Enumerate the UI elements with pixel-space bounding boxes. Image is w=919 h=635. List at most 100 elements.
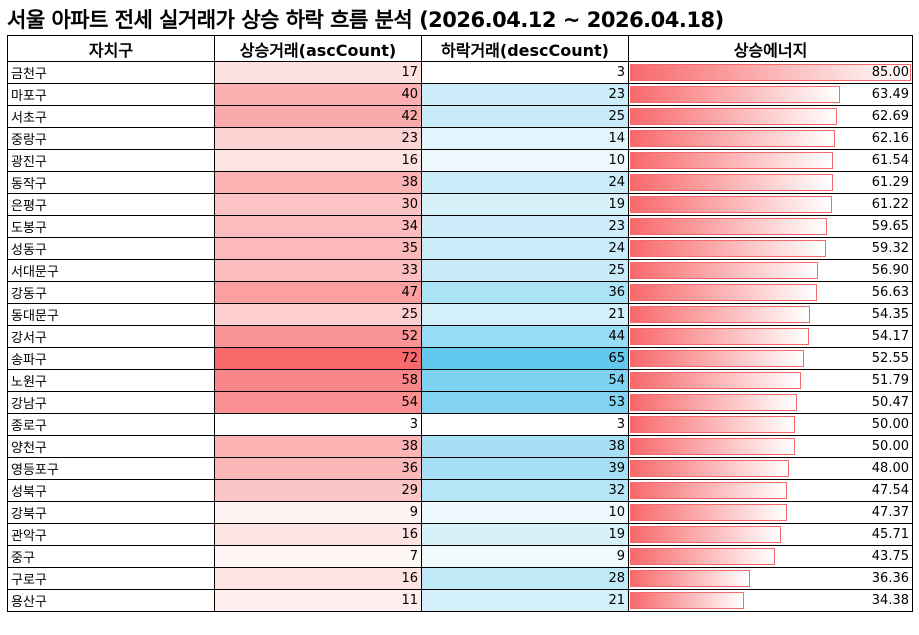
table-row: 동작구 38 24 61.29 bbox=[7, 171, 913, 194]
table-row: 광진구 16 10 61.54 bbox=[7, 149, 913, 172]
column-header: 자치구 bbox=[7, 35, 215, 62]
data-bar bbox=[630, 306, 810, 323]
data-bar bbox=[630, 416, 796, 433]
energy-label: 62.69 bbox=[871, 109, 909, 124]
desc-count-cell: 10 bbox=[421, 501, 629, 524]
energy-label: 85.00 bbox=[871, 65, 909, 80]
energy-label: 54.17 bbox=[871, 329, 909, 344]
district-cell: 서대문구 bbox=[7, 259, 215, 282]
table-row: 중구 7 9 43.75 bbox=[7, 545, 913, 568]
desc-count-cell: 65 bbox=[421, 347, 629, 370]
energy-cell: 59.32 bbox=[628, 237, 913, 260]
desc-count-cell: 9 bbox=[421, 545, 629, 568]
data-bar bbox=[630, 174, 833, 191]
asc-count-cell: 11 bbox=[214, 589, 422, 612]
asc-count-cell: 33 bbox=[214, 259, 422, 282]
district-cell: 서초구 bbox=[7, 105, 215, 128]
table: 자치구 상승거래(ascCount) 하락거래(descCount) 상승에너지 금천… bbox=[7, 35, 913, 612]
data-bar bbox=[630, 86, 840, 103]
energy-cell: 56.90 bbox=[628, 259, 913, 282]
title: 서울 아파트 전세 실거래가 상승 하락 흐름 분석 (2026.04.12 ~… bbox=[7, 8, 724, 32]
asc-count-cell: 42 bbox=[214, 105, 422, 128]
table-row: 동대문구 25 21 54.35 bbox=[7, 303, 913, 326]
table-row: 서초구 42 25 62.69 bbox=[7, 105, 913, 128]
asc-count-cell: 16 bbox=[214, 523, 422, 546]
desc-count-cell: 32 bbox=[421, 479, 629, 502]
desc-count-cell: 39 bbox=[421, 457, 629, 480]
energy-cell: 54.17 bbox=[628, 325, 913, 348]
asc-count-cell: 35 bbox=[214, 237, 422, 260]
energy-label: 62.16 bbox=[871, 131, 909, 146]
energy-label: 43.75 bbox=[871, 549, 909, 564]
desc-count-cell: 44 bbox=[421, 325, 629, 348]
district-cell: 광진구 bbox=[7, 149, 215, 172]
asc-count-cell: 36 bbox=[214, 457, 422, 480]
asc-count-cell: 17 bbox=[214, 61, 422, 84]
desc-count-cell: 53 bbox=[421, 391, 629, 414]
table-row: 성북구 29 32 47.54 bbox=[7, 479, 913, 502]
desc-count-cell: 25 bbox=[421, 105, 629, 128]
energy-label: 61.22 bbox=[871, 197, 909, 212]
data-bar bbox=[630, 526, 782, 543]
district-cell: 성동구 bbox=[7, 237, 215, 260]
district-cell: 종로구 bbox=[7, 413, 215, 436]
asc-count-cell: 38 bbox=[214, 171, 422, 194]
district-cell: 강동구 bbox=[7, 281, 215, 304]
desc-count-cell: 19 bbox=[421, 523, 629, 546]
desc-count-cell: 36 bbox=[421, 281, 629, 304]
asc-count-cell: 3 bbox=[214, 413, 422, 436]
energy-label: 51.79 bbox=[871, 373, 909, 388]
table-row: 도봉구 34 23 59.65 bbox=[7, 215, 913, 238]
district-cell: 도봉구 bbox=[7, 215, 215, 238]
district-cell: 마포구 bbox=[7, 83, 215, 106]
data-bar bbox=[630, 394, 797, 411]
data-bar bbox=[630, 592, 744, 609]
energy-label: 34.38 bbox=[871, 593, 909, 608]
district-cell: 양천구 bbox=[7, 435, 215, 458]
desc-count-cell: 14 bbox=[421, 127, 629, 150]
asc-count-cell: 29 bbox=[214, 479, 422, 502]
desc-count-cell: 25 bbox=[421, 259, 629, 282]
table-row: 송파구 72 65 52.55 bbox=[7, 347, 913, 370]
energy-cell: 50.00 bbox=[628, 413, 913, 436]
district-cell: 영등포구 bbox=[7, 457, 215, 480]
energy-label: 54.35 bbox=[871, 307, 909, 322]
district-cell: 금천구 bbox=[7, 61, 215, 84]
desc-count-cell: 3 bbox=[421, 413, 629, 436]
energy-cell: 85.00 bbox=[628, 61, 913, 84]
table-row: 마포구 40 23 63.49 bbox=[7, 83, 913, 106]
energy-label: 50.00 bbox=[871, 417, 909, 432]
energy-cell: 52.55 bbox=[628, 347, 913, 370]
table-row: 은평구 30 19 61.22 bbox=[7, 193, 913, 216]
energy-label: 52.55 bbox=[871, 351, 909, 366]
energy-cell: 63.49 bbox=[628, 83, 913, 106]
table-row: 종로구 3 3 50.00 bbox=[7, 413, 913, 436]
asc-count-cell: 58 bbox=[214, 369, 422, 392]
asc-count-cell: 16 bbox=[214, 149, 422, 172]
energy-label: 61.29 bbox=[871, 175, 909, 190]
column-header: 하락거래(descCount) bbox=[421, 35, 629, 62]
district-cell: 동작구 bbox=[7, 171, 215, 194]
data-bar bbox=[630, 570, 751, 587]
energy-cell: 47.54 bbox=[628, 479, 913, 502]
asc-count-cell: 7 bbox=[214, 545, 422, 568]
energy-cell: 61.54 bbox=[628, 149, 913, 172]
table-row: 금천구 17 3 85.00 bbox=[7, 61, 913, 84]
asc-count-cell: 23 bbox=[214, 127, 422, 150]
asc-count-cell: 38 bbox=[214, 435, 422, 458]
data-bar bbox=[630, 108, 838, 125]
energy-cell: 62.69 bbox=[628, 105, 913, 128]
table-row: 노원구 58 54 51.79 bbox=[7, 369, 913, 392]
desc-count-cell: 3 bbox=[421, 61, 629, 84]
data-bar bbox=[630, 328, 810, 345]
energy-label: 59.65 bbox=[871, 219, 909, 234]
asc-count-cell: 40 bbox=[214, 83, 422, 106]
data-bar bbox=[630, 504, 787, 521]
district-cell: 중랑구 bbox=[7, 127, 215, 150]
table-row: 구로구 16 28 36.36 bbox=[7, 567, 913, 590]
district-cell: 성북구 bbox=[7, 479, 215, 502]
data-bar bbox=[630, 218, 828, 235]
energy-cell: 36.36 bbox=[628, 567, 913, 590]
energy-cell: 61.22 bbox=[628, 193, 913, 216]
